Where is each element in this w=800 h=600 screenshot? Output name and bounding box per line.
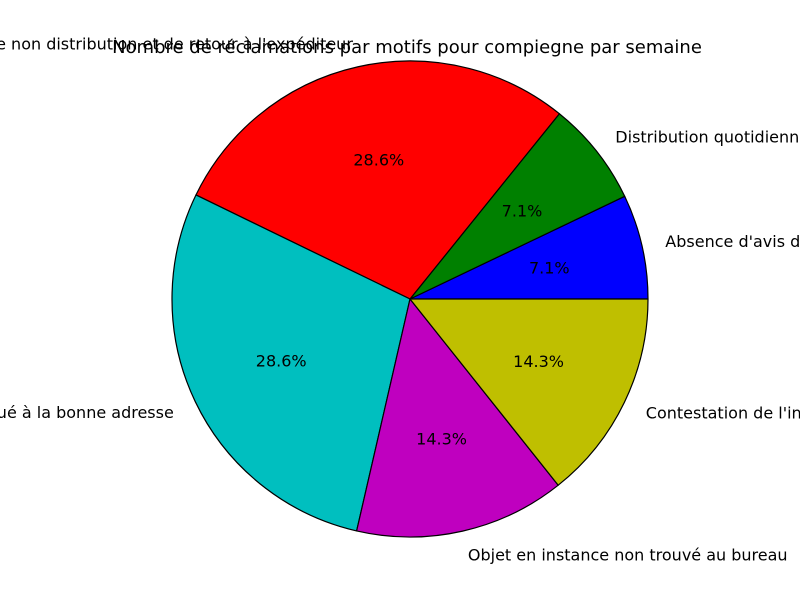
pie-slice-1 — [409, 195, 649, 300]
pie-slice-6 — [409, 298, 649, 486]
pie-slice-3 — [195, 60, 560, 300]
percent-label-3: 28.6% — [353, 151, 404, 170]
slice-label-4: Objet non distribué à la bonne adresse — [0, 403, 174, 422]
percent-label-4: 28.6% — [256, 352, 307, 371]
pie-slice-2 — [409, 113, 626, 300]
pie-slice-4 — [171, 194, 411, 532]
pie-slice-5 — [356, 298, 559, 538]
chart-title: Nombre de réclamations par motifs pour c… — [112, 37, 702, 58]
percent-labels: 7.1% 7.1% 28.6% 28.6% 14.3% 14.3% — [256, 151, 570, 449]
slice-label-1: Absence d'avis de passage — [665, 232, 800, 251]
slice-label-6: Contestation de l'indemnisation — [646, 404, 800, 423]
slice-labels: Absence d'avis de passage Distribution qu… — [0, 35, 800, 565]
slice-label-3: Instance non distribution et de retour à… — [0, 35, 353, 54]
slice-label-5: Objet en instance non trouvé au bureau — [468, 545, 788, 564]
pie-slices — [171, 60, 649, 538]
percent-label-5: 14.3% — [416, 429, 467, 448]
percent-label-1: 7.1% — [529, 258, 570, 277]
percent-label-6: 14.3% — [513, 352, 564, 371]
slice-label-2: Distribution quotidienne — [615, 128, 800, 147]
percent-label-2: 7.1% — [502, 201, 543, 220]
